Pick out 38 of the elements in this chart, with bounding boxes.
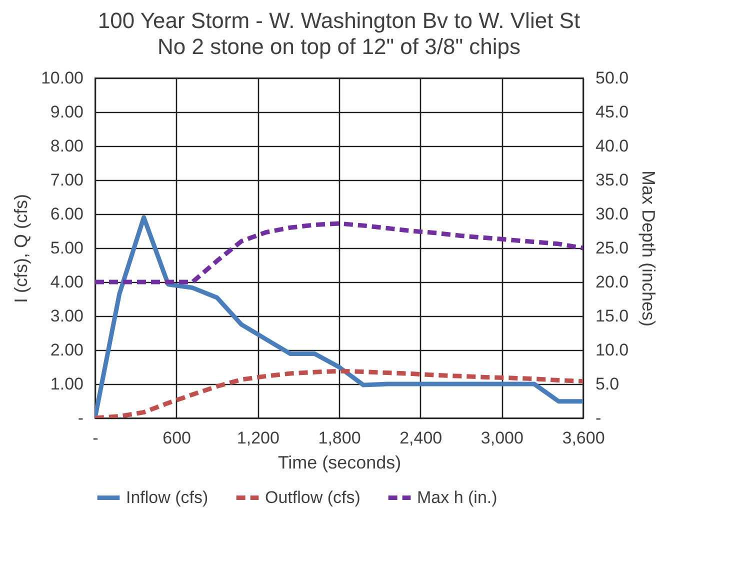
y-tick-label: 1.00: [50, 374, 84, 394]
y-tick-label: 10.00: [40, 68, 84, 88]
y2-tick-label: -: [596, 408, 602, 428]
y2-tick-label: 45.0: [596, 102, 629, 122]
legend-label: Outflow (cfs): [265, 488, 360, 507]
x-tick-label: 2,400: [400, 428, 442, 448]
line-series: [95, 221, 583, 284]
y-tick-label: 3.00: [50, 306, 84, 326]
y2-tick-label: 35.0: [596, 170, 629, 190]
x-tick-label: 3,600: [562, 428, 605, 448]
y-tick-label: 9.00: [50, 102, 84, 122]
x-tick-label: 600: [162, 428, 192, 448]
y-tick-label: 6.00: [50, 204, 84, 224]
chart-title: 100 Year Storm - W. Washington Bv to W. Vliet St: [98, 8, 580, 33]
y-tick-label: 5.00: [50, 238, 84, 258]
x-tick-label: 3,000: [480, 428, 524, 448]
chart-subtitle: No 2 stone on top of 12" of 3/8" chips: [158, 34, 520, 59]
x-axis-title: Time (seconds): [278, 452, 402, 472]
y2-tick-label: 30.0: [596, 204, 629, 224]
y-tick-label: 4.00: [50, 272, 84, 292]
x-tick-label: 1,800: [318, 428, 361, 448]
y2-tick-label: 25.0: [596, 238, 629, 258]
y-tick-label: -: [78, 408, 84, 428]
y2-tick-label: 40.0: [596, 136, 629, 156]
y-axis-title: I (cfs), Q (cfs): [10, 194, 31, 303]
y-tick-label: 7.00: [50, 170, 84, 190]
legend-label: Inflow (cfs): [126, 488, 208, 507]
y2-tick-label: 50.0: [596, 68, 629, 88]
y2-tick-label: 10.0: [596, 340, 629, 360]
y-tick-label: 2.00: [50, 340, 84, 360]
y2-tick-label: 5.0: [596, 374, 620, 394]
x-tick-label: 1,200: [236, 428, 280, 448]
y2-tick-label: 15.0: [596, 306, 629, 326]
y-tick-label: 8.00: [50, 136, 84, 156]
y2-tick-label: 20.0: [596, 272, 629, 292]
y2-axis-title: Max Depth (inches): [638, 170, 659, 327]
legend-label: Max h (in.): [417, 488, 498, 507]
x-tick-label: -: [92, 428, 98, 448]
